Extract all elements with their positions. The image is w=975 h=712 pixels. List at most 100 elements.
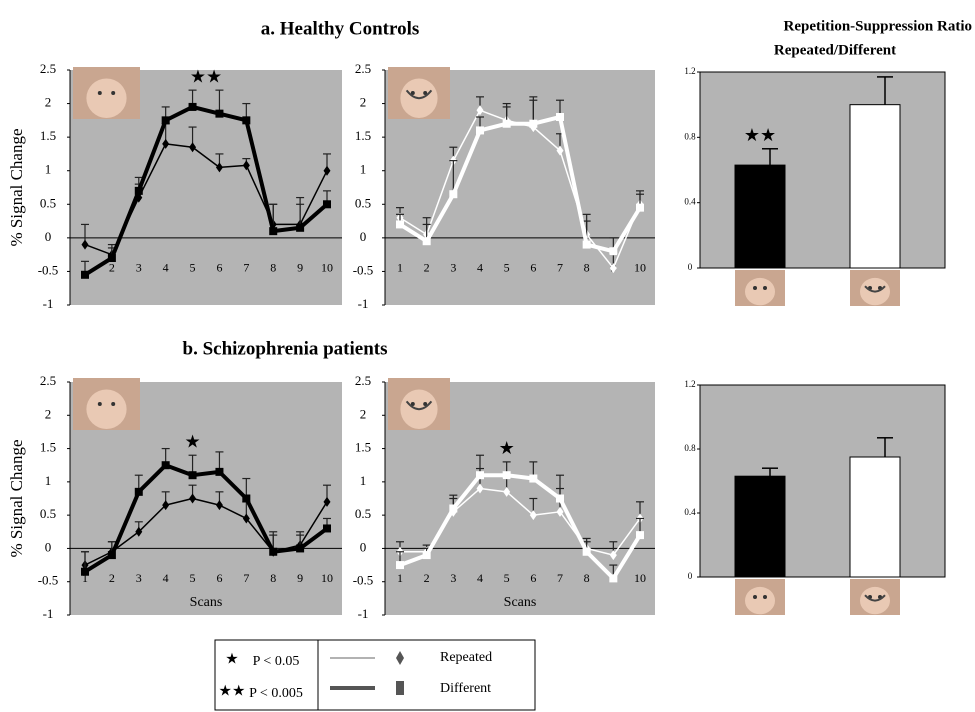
point — [503, 120, 511, 128]
y-tick-label: 0.5 — [40, 506, 56, 521]
point — [556, 495, 564, 503]
x-tick-label: 1 — [397, 571, 403, 585]
y-tick-label: 2.5 — [355, 373, 371, 388]
point — [108, 254, 116, 262]
x-tick-label: 2 — [424, 261, 430, 275]
point — [476, 471, 484, 479]
point — [296, 544, 304, 552]
x-tick-label: 6 — [216, 261, 222, 275]
legend-label: Different — [440, 681, 491, 696]
point — [269, 227, 277, 235]
legend-label: P < 0.005 — [249, 686, 303, 701]
x-tick-label: 10 — [634, 261, 646, 275]
x-tick-label: 8 — [270, 261, 276, 275]
x-tick-label: 10 — [321, 261, 333, 275]
x-tick-label: 3 — [450, 261, 456, 275]
y-tick-label: 1 — [45, 162, 52, 177]
x-tick-label: 5 — [504, 261, 510, 275]
x-tick-label: 10 — [321, 571, 333, 585]
point — [609, 247, 617, 255]
y-axis-label: % Signal Change — [7, 128, 26, 246]
y-tick-label: 1 — [45, 473, 52, 488]
point — [189, 471, 197, 479]
y-tick-label: 1.5 — [40, 440, 56, 455]
point — [162, 461, 170, 469]
face-image — [763, 286, 767, 290]
point — [135, 488, 143, 496]
point — [609, 574, 617, 582]
y-tick-label: 2.5 — [355, 61, 371, 76]
point — [449, 504, 457, 512]
y-tick-label: 0.8 — [684, 131, 696, 141]
x-tick-label: 5 — [190, 571, 196, 585]
panel-title: a. Healthy Controls — [261, 18, 420, 39]
face-image — [745, 278, 775, 305]
y-tick-label: 2 — [360, 406, 367, 421]
legend-label: P < 0.05 — [253, 654, 300, 669]
x-tick-label: 8 — [270, 571, 276, 585]
y-axis-label: % Signal Change — [7, 439, 26, 557]
x-tick-label: 5 — [190, 261, 196, 275]
y-tick-label: 0 — [45, 539, 52, 554]
significance: ★ — [499, 438, 515, 458]
significance: ★ — [184, 431, 200, 451]
x-axis-label: Scans — [504, 595, 537, 610]
y-tick-label: 1.5 — [355, 128, 371, 143]
y-tick-label: -1 — [43, 606, 54, 621]
y-tick-label: 1.2 — [684, 66, 695, 76]
point — [556, 113, 564, 121]
face-image — [111, 402, 115, 406]
legend-symbol: ★ — [225, 651, 238, 667]
bar — [735, 165, 785, 268]
y-tick-label: -1 — [43, 296, 54, 311]
significance: ★★ — [744, 125, 776, 145]
point — [503, 471, 511, 479]
y-tick-label: 1 — [360, 473, 367, 488]
x-tick-label: 10 — [634, 571, 646, 585]
point — [108, 551, 116, 559]
y-tick-label: -0.5 — [38, 262, 59, 277]
x-tick-label: 3 — [450, 571, 456, 585]
x-tick-label: 6 — [530, 261, 536, 275]
point — [476, 126, 484, 134]
figure: a. Healthy Controls b. Schizophrenia pat… — [0, 0, 975, 712]
y-tick-label: 0 — [688, 262, 693, 272]
y-tick-label: -0.5 — [353, 262, 374, 277]
face-image — [98, 91, 102, 95]
legend-label: Repeated — [440, 650, 492, 665]
point — [449, 190, 457, 198]
x-tick-label: 8 — [584, 571, 590, 585]
point — [636, 204, 644, 212]
y-tick-label: 0.5 — [355, 506, 371, 521]
ratio-title: Repeated/Different — [774, 42, 896, 58]
y-tick-label: 2.5 — [40, 61, 56, 76]
point — [323, 524, 331, 532]
point — [242, 116, 250, 124]
y-tick-label: 1.5 — [40, 128, 56, 143]
legend: ★ P < 0.05 ★★ P < 0.005 Repeated Differe… — [215, 640, 535, 710]
bar — [850, 105, 900, 268]
y-tick-label: 0 — [360, 539, 367, 554]
y-tick-label: 0.8 — [684, 443, 696, 453]
x-tick-label: 7 — [243, 261, 249, 275]
x-tick-label: 2 — [109, 571, 115, 585]
face-image — [763, 595, 767, 599]
x-tick-label: 3 — [136, 261, 142, 275]
face-image — [86, 78, 126, 118]
y-tick-label: 2 — [45, 406, 52, 421]
x-tick-label: 4 — [163, 261, 169, 275]
point — [529, 475, 537, 483]
point — [423, 237, 431, 245]
y-tick-label: 0 — [688, 571, 693, 581]
point — [215, 468, 223, 476]
point — [583, 241, 591, 249]
x-tick-label: 2 — [109, 261, 115, 275]
face-image — [86, 389, 126, 429]
bar — [735, 476, 785, 577]
point — [189, 103, 197, 111]
face-image — [753, 595, 757, 599]
x-tick-label: 6 — [216, 571, 222, 585]
y-tick-label: 1.5 — [355, 440, 371, 455]
y-tick-label: 0.5 — [40, 195, 56, 210]
x-tick-label: 7 — [557, 261, 563, 275]
